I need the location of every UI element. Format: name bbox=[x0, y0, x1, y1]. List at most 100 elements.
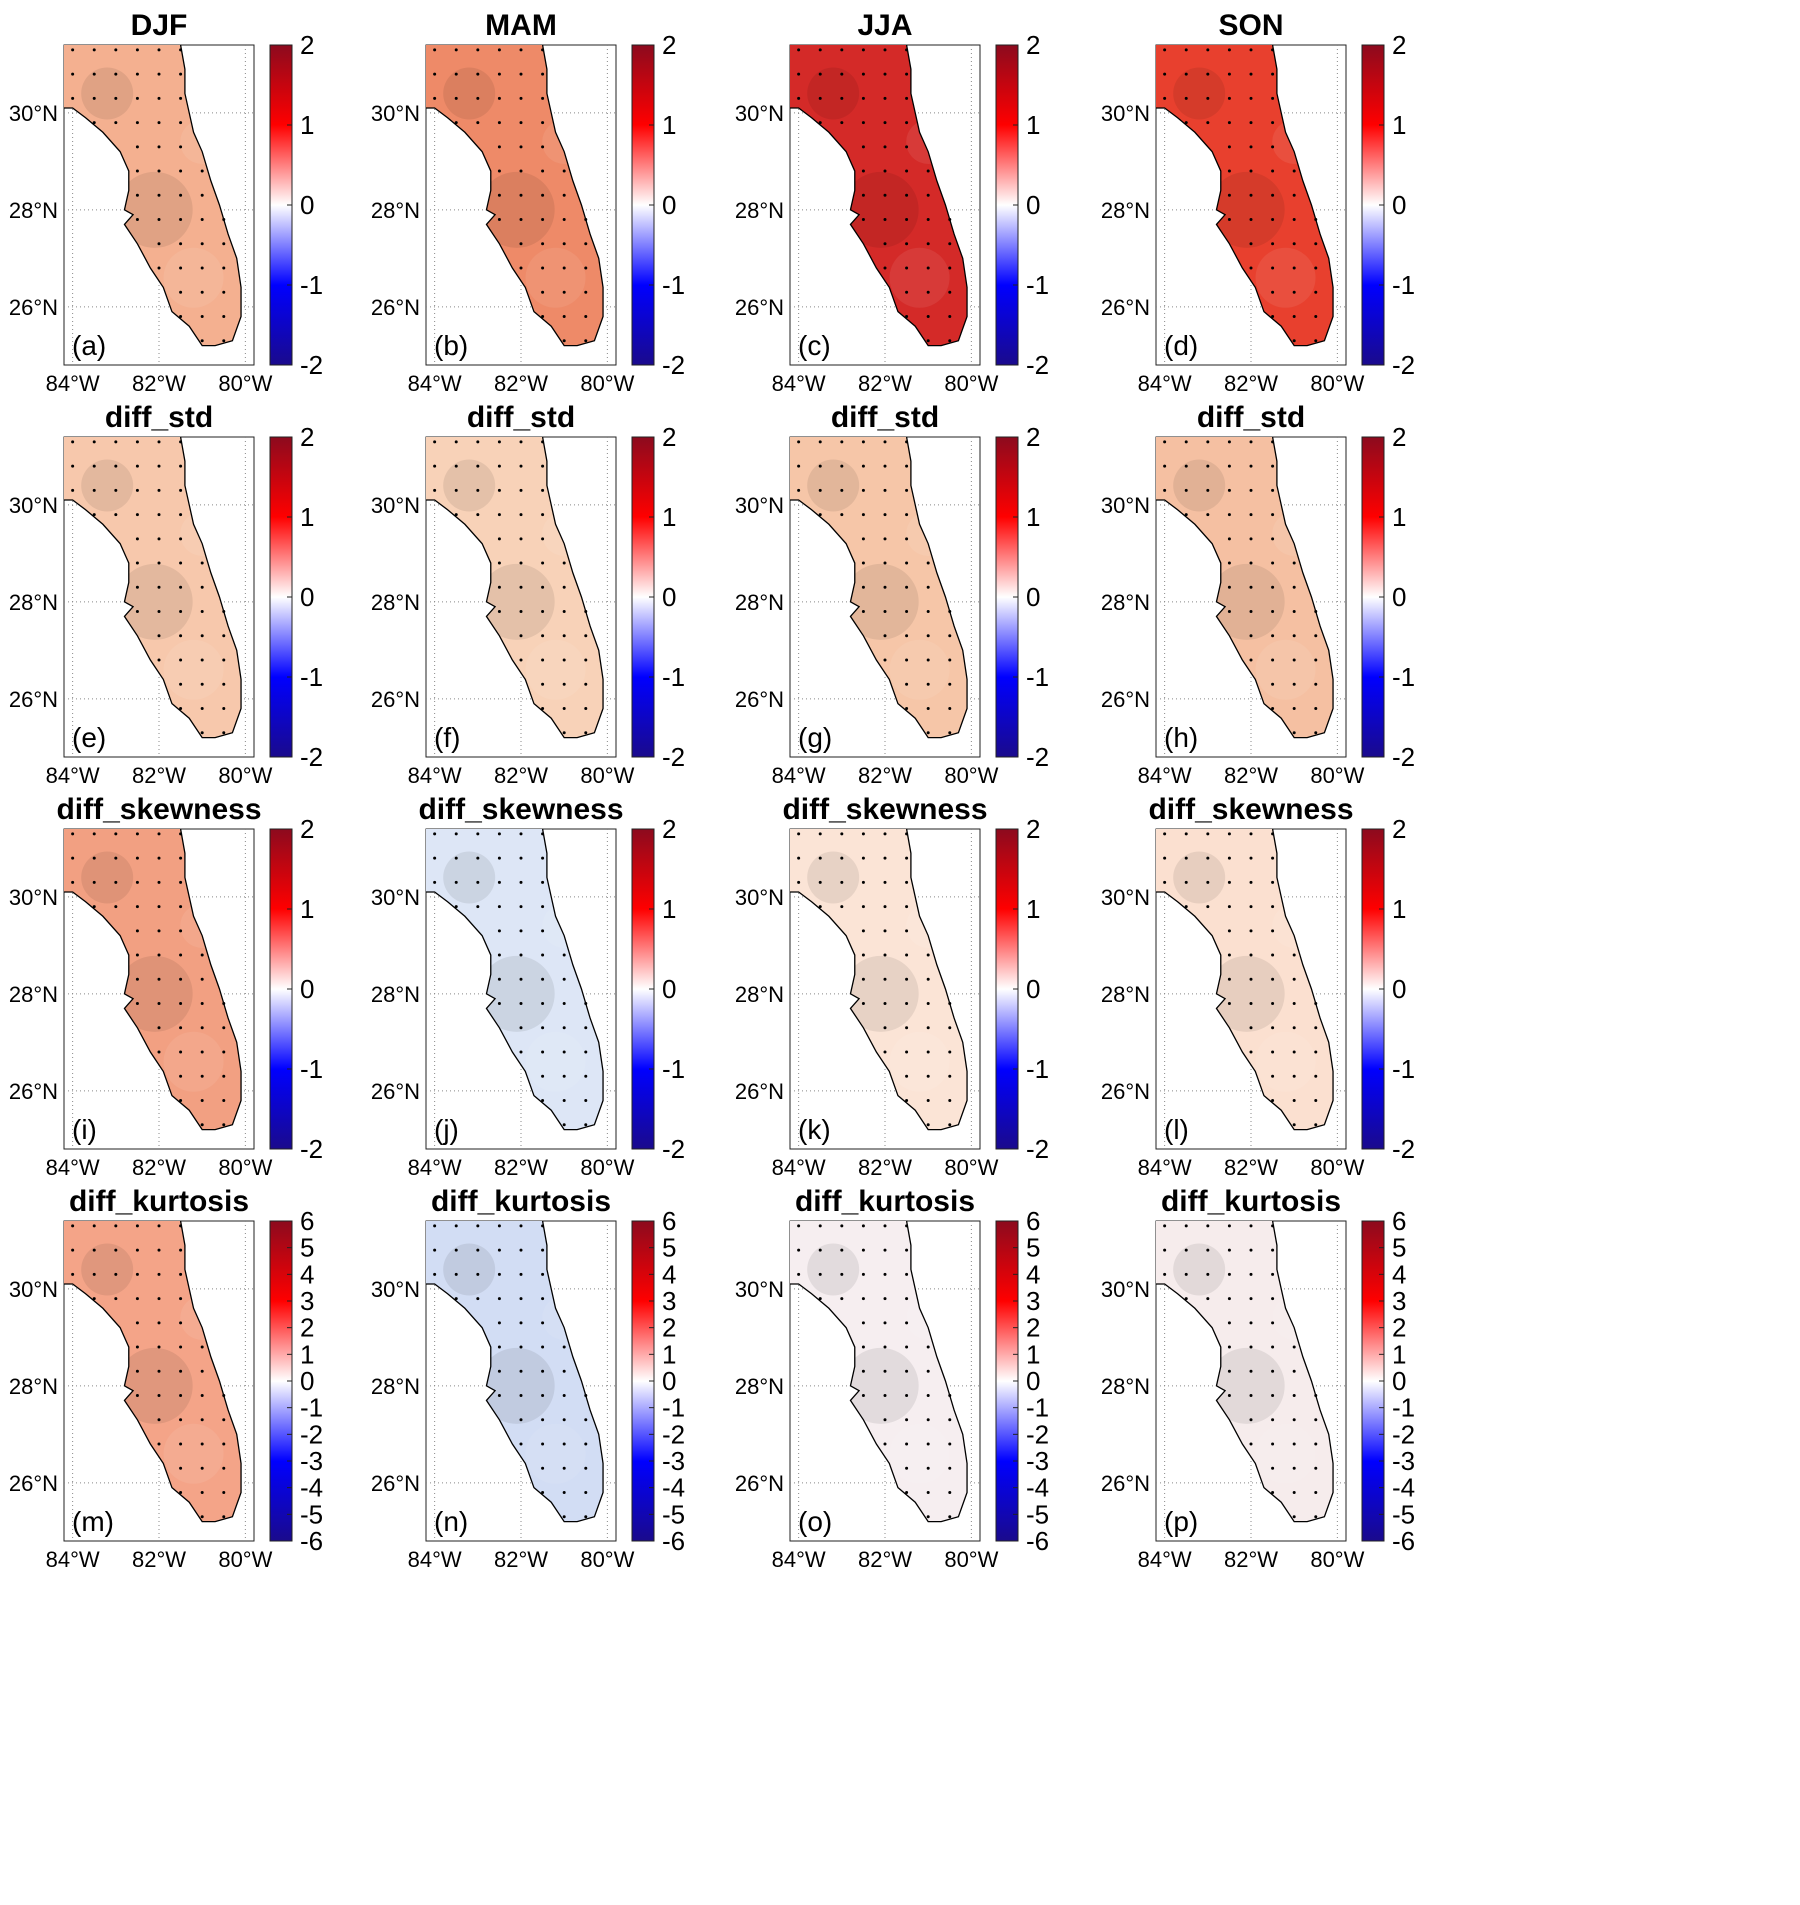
station-dot bbox=[905, 1224, 909, 1228]
station-dot bbox=[200, 1394, 204, 1398]
lat-tick-label: 30°N bbox=[1101, 885, 1150, 910]
station-dot bbox=[797, 1224, 801, 1228]
contour-blob bbox=[842, 563, 919, 640]
station-dot bbox=[157, 242, 161, 246]
lon-tick-label: 80°W bbox=[580, 371, 634, 396]
station-dot bbox=[861, 488, 865, 492]
station-dot bbox=[157, 634, 161, 638]
station-dot bbox=[1292, 610, 1296, 614]
station-dot bbox=[883, 537, 887, 541]
station-dot bbox=[905, 1272, 909, 1276]
station-dot bbox=[905, 1050, 909, 1054]
station-dot bbox=[497, 1272, 501, 1276]
station-dot bbox=[433, 1248, 437, 1252]
station-dot bbox=[840, 48, 844, 52]
colorbar-tick-label: 2 bbox=[1026, 30, 1040, 60]
station-dot bbox=[1227, 464, 1231, 468]
station-dot bbox=[519, 1248, 523, 1252]
station-dot bbox=[584, 315, 588, 319]
station-dot bbox=[1271, 561, 1275, 565]
station-dot bbox=[519, 658, 523, 662]
station-dot bbox=[200, 658, 204, 662]
station-dot bbox=[135, 953, 139, 957]
station-dot bbox=[179, 537, 183, 541]
station-dot bbox=[519, 96, 523, 100]
station-dot bbox=[433, 856, 437, 860]
station-dot bbox=[1271, 1369, 1275, 1373]
station-dot bbox=[1271, 169, 1275, 173]
station-dot bbox=[1314, 1394, 1318, 1398]
lat-tick-label: 26°N bbox=[9, 1471, 58, 1496]
station-dot bbox=[497, 537, 501, 541]
station-dot bbox=[497, 1297, 501, 1301]
colorbar-tick-label: -1 bbox=[1026, 662, 1049, 692]
station-dot bbox=[222, 634, 226, 638]
station-dot bbox=[905, 832, 909, 836]
station-dot bbox=[1227, 929, 1231, 933]
station-dot bbox=[1271, 488, 1275, 492]
station-dot bbox=[92, 1272, 96, 1276]
station-dot bbox=[519, 856, 523, 860]
station-dot bbox=[797, 856, 801, 860]
station-dot bbox=[222, 1394, 226, 1398]
station-dot bbox=[797, 832, 801, 836]
station-dot bbox=[905, 682, 909, 686]
station-dot bbox=[840, 905, 844, 909]
station-dot bbox=[157, 266, 161, 270]
station-dot bbox=[948, 218, 952, 222]
lat-tick-label: 28°N bbox=[371, 1374, 420, 1399]
station-dot bbox=[861, 905, 865, 909]
station-dot bbox=[135, 440, 139, 444]
station-dot bbox=[179, 1026, 183, 1030]
station-dot bbox=[135, 856, 139, 860]
station-dot bbox=[541, 1394, 545, 1398]
station-dot bbox=[519, 1345, 523, 1349]
lat-tick-label: 26°N bbox=[735, 687, 784, 712]
lat-tick-label: 26°N bbox=[371, 1079, 420, 1104]
station-dot bbox=[1184, 48, 1188, 52]
station-dot bbox=[1314, 731, 1318, 735]
station-dot bbox=[1292, 1515, 1296, 1519]
station-dot bbox=[157, 585, 161, 589]
station-dot bbox=[135, 561, 139, 565]
station-dot bbox=[861, 1248, 865, 1252]
station-dot bbox=[541, 880, 545, 884]
station-dot bbox=[222, 1123, 226, 1127]
station-dot bbox=[222, 242, 226, 246]
station-dot bbox=[541, 585, 545, 589]
station-dot bbox=[797, 464, 801, 468]
station-dot bbox=[1249, 96, 1253, 100]
station-dot bbox=[905, 905, 909, 909]
station-dot bbox=[92, 513, 96, 517]
station-dot bbox=[71, 488, 75, 492]
station-dot bbox=[476, 72, 480, 76]
station-dot bbox=[818, 1248, 822, 1252]
lon-tick-label: 82°W bbox=[494, 1155, 548, 1180]
station-dot bbox=[222, 658, 226, 662]
station-dot bbox=[541, 1074, 545, 1078]
station-dot bbox=[519, 905, 523, 909]
colorbar-tick-label: 0 bbox=[1026, 190, 1040, 220]
station-dot bbox=[861, 1321, 865, 1325]
panel-title: JJA bbox=[857, 9, 912, 42]
station-dot bbox=[1227, 610, 1231, 614]
land-fill bbox=[790, 45, 968, 346]
station-dot bbox=[1227, 1345, 1231, 1349]
station-dot bbox=[818, 440, 822, 444]
station-dot bbox=[92, 488, 96, 492]
station-dot bbox=[200, 953, 204, 957]
station-dot bbox=[905, 977, 909, 981]
station-dot bbox=[1314, 707, 1318, 711]
station-dot bbox=[497, 1394, 501, 1398]
contour-blob bbox=[1208, 955, 1285, 1032]
station-dot bbox=[861, 1272, 865, 1276]
coastline bbox=[790, 828, 968, 1131]
station-dot bbox=[1271, 1418, 1275, 1422]
station-dot bbox=[541, 96, 545, 100]
station-dot bbox=[454, 1248, 458, 1252]
station-dot bbox=[1292, 290, 1296, 294]
station-dot bbox=[1271, 1026, 1275, 1030]
station-dot bbox=[861, 464, 865, 468]
station-dot bbox=[157, 832, 161, 836]
panel-label: (f) bbox=[434, 722, 460, 753]
